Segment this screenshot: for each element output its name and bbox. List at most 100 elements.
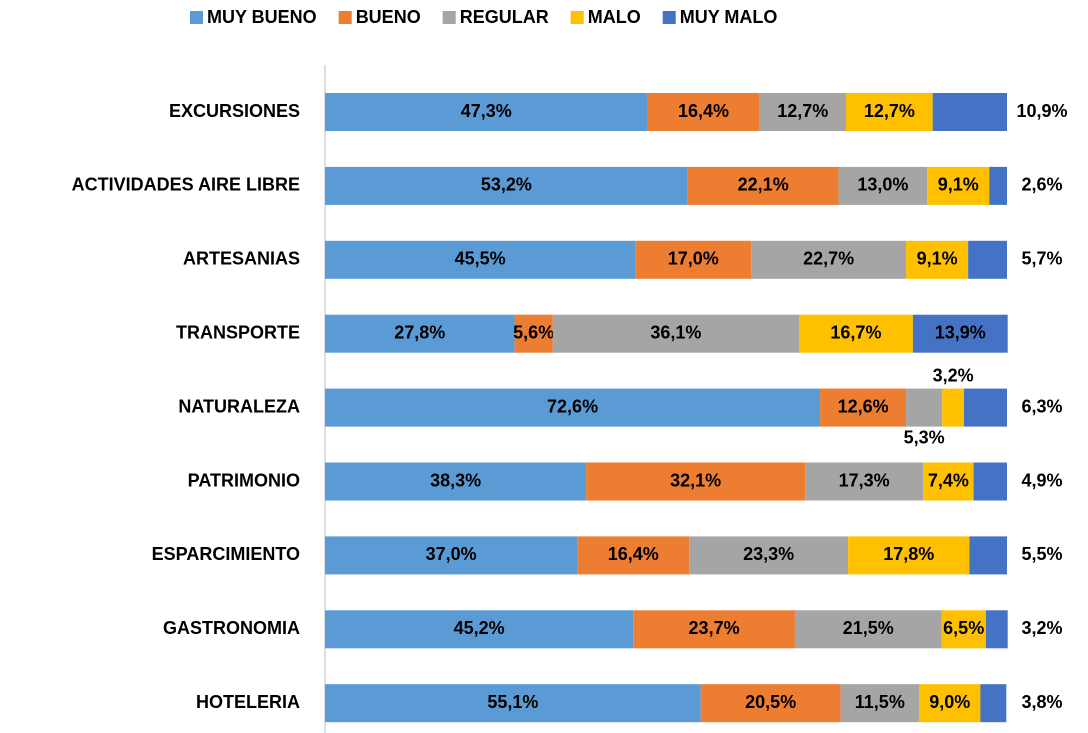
data-label: 7,4%	[928, 470, 969, 490]
legend-swatch	[190, 11, 203, 24]
data-label: 3,8%	[1021, 692, 1062, 712]
data-label: 12,7%	[864, 101, 915, 121]
data-label: 4,9%	[1021, 470, 1062, 490]
bar-segment	[820, 388, 907, 427]
bar-segment	[846, 93, 933, 131]
bar-segment	[586, 462, 806, 501]
bar-segment	[848, 536, 970, 575]
bar-segment	[794, 610, 942, 649]
data-label: 17,3%	[839, 470, 890, 490]
bar-segment	[989, 166, 1007, 205]
data-label: 16,4%	[608, 544, 659, 564]
data-label: 13,9%	[935, 322, 986, 342]
data-label: 55,1%	[487, 692, 538, 712]
y-tick-label: ESPARCIMIENTO	[152, 544, 300, 564]
bar-segment	[700, 684, 841, 723]
y-tick-label: ARTESANIAS	[183, 249, 300, 269]
data-label: 5,7%	[1021, 249, 1062, 269]
data-label: 13,0%	[857, 175, 908, 195]
legend-swatch	[662, 11, 676, 24]
legend-label: MUY MALO	[680, 7, 778, 27]
legend-swatch	[442, 11, 456, 24]
data-label: 23,7%	[689, 618, 740, 638]
data-label: 22,7%	[803, 249, 854, 269]
data-label: 16,7%	[830, 322, 881, 342]
data-label: 21,5%	[843, 618, 894, 638]
legend-label: MALO	[588, 7, 641, 27]
bar-segment	[325, 93, 648, 131]
bar-segment	[325, 536, 578, 575]
data-label: 16,4%	[678, 101, 729, 121]
data-label: 9,0%	[929, 692, 970, 712]
y-tick-label: HOTELERIA	[196, 692, 300, 712]
data-label: 53,2%	[481, 175, 532, 195]
data-label: 12,6%	[838, 396, 889, 416]
data-label: 20,5%	[745, 692, 796, 712]
bar-segment	[838, 166, 928, 205]
bar-segment	[325, 684, 701, 723]
data-label: 45,2%	[454, 618, 505, 638]
y-tick-label: EXCURSIONES	[169, 101, 300, 121]
data-label: 17,0%	[668, 249, 719, 269]
data-label: 5,3%	[904, 427, 945, 447]
bar-segment	[840, 684, 920, 723]
bar-segment	[912, 314, 1008, 353]
bar-segment	[689, 536, 849, 575]
bar-segment	[985, 610, 1008, 649]
legend-swatch	[338, 11, 352, 24]
data-label: 11,5%	[855, 692, 905, 712]
bar-segment	[325, 240, 636, 279]
data-label: 17,8%	[883, 544, 934, 564]
bar-segment	[969, 536, 1007, 575]
bar-segment	[906, 240, 969, 279]
bar-segment	[919, 684, 981, 723]
data-label: 38,3%	[430, 470, 481, 490]
bar-segment	[906, 388, 943, 427]
bar-segment	[325, 314, 515, 353]
data-label: 6,5%	[943, 618, 984, 638]
bar-segment	[798, 314, 913, 353]
data-label: 27,8%	[394, 322, 445, 342]
data-label: 45,5%	[455, 249, 506, 269]
data-label: 37,0%	[426, 544, 477, 564]
bar-segment	[552, 314, 799, 353]
data-label: 36,1%	[650, 322, 701, 342]
bar-segment	[942, 388, 965, 427]
y-tick-label: NATURALEZA	[178, 396, 300, 416]
legend-label: BUENO	[356, 7, 421, 27]
bar-segment	[805, 462, 924, 501]
data-label: 32,1%	[670, 470, 721, 490]
bar-segment	[325, 388, 821, 427]
bar-segment	[964, 388, 1007, 427]
bar-segment	[973, 462, 1007, 501]
y-tick-label: ACTIVIDADES AIRE LIBRE	[72, 175, 300, 195]
data-label: 72,6%	[547, 396, 598, 416]
bar-segment	[687, 166, 839, 205]
legend-swatch	[570, 11, 584, 24]
data-label: 5,5%	[1021, 544, 1062, 564]
data-label: 6,3%	[1021, 396, 1062, 416]
data-label: 23,3%	[743, 544, 794, 564]
bar-segment	[633, 610, 795, 649]
bar-segment	[325, 610, 634, 649]
bar-segment	[577, 536, 690, 575]
bar-segment	[325, 462, 587, 501]
data-label: 5,6%	[513, 322, 554, 342]
bar-segment	[514, 314, 553, 353]
bar-segment	[647, 93, 760, 131]
data-label: 9,1%	[917, 249, 958, 269]
data-label: 47,3%	[461, 101, 512, 121]
data-label: 3,2%	[933, 365, 974, 385]
bar-segment	[635, 240, 752, 279]
bar-segment	[968, 240, 1007, 279]
data-label: 9,1%	[938, 175, 979, 195]
legend-label: REGULAR	[460, 7, 549, 27]
data-label: 12,7%	[777, 101, 828, 121]
bar-segment	[980, 684, 1007, 723]
bar-segment	[751, 240, 907, 279]
bar-segment	[759, 93, 847, 131]
data-label: 3,2%	[1021, 618, 1062, 638]
y-tick-label: PATRIMONIO	[188, 470, 300, 490]
y-tick-label: GASTRONOMIA	[163, 618, 300, 638]
